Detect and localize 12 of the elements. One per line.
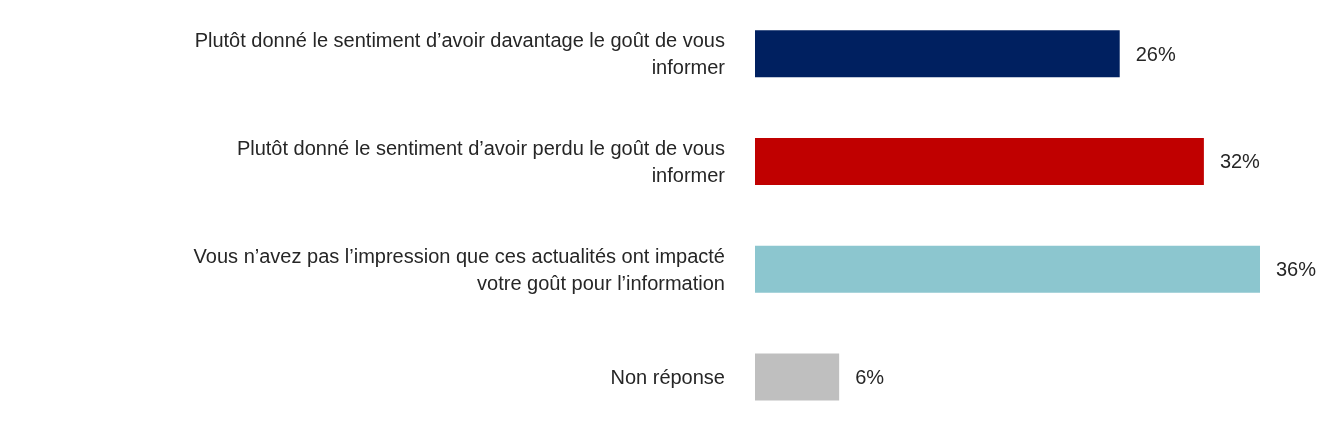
data-label: 6% [855, 365, 885, 388]
data-label: 32% [1219, 150, 1261, 173]
bar [755, 137, 1204, 185]
data-label: 26% [1135, 42, 1176, 65]
y-tick-label: Plutôt donné le sentiment d’avoir perdu le goût de vous informer [236, 137, 726, 187]
bar [755, 30, 1120, 78]
bar [755, 245, 1260, 293]
y-tick-label: Non réponse [610, 366, 725, 389]
bar [755, 353, 840, 401]
y-tick-label: Plutôt donné le sentiment d’avoir davantage le goût de vous informer [194, 29, 726, 79]
data-label: 36% [1276, 258, 1317, 281]
y-tick-label: Vous n’avez pas l’impression que ces actualités ont impacté votre goût pour l’information [193, 244, 725, 294]
